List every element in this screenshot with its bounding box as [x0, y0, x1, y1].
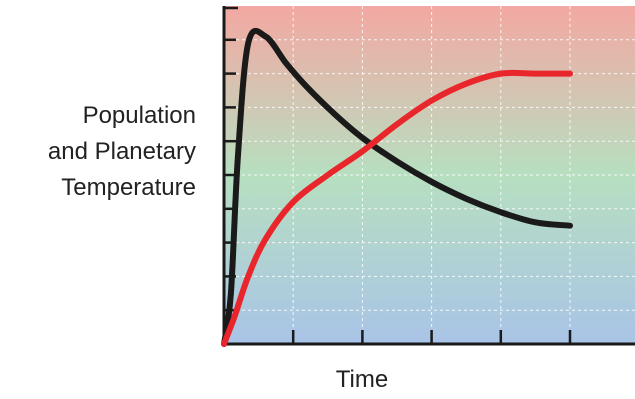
- series-line-red: [221, 69, 573, 347]
- x-axis-label: Time: [335, 366, 389, 393]
- series-group: [221, 27, 573, 347]
- y-axis-label-line-3: Temperature: [61, 174, 196, 201]
- y-axis-label: Population and Planetary Temperature: [8, 98, 196, 206]
- y-axis-label-line-1: Population: [82, 102, 196, 129]
- y-axis-label-line-2: and Planetary: [47, 138, 196, 165]
- series-line-black: [221, 27, 573, 347]
- grid: [224, 6, 635, 344]
